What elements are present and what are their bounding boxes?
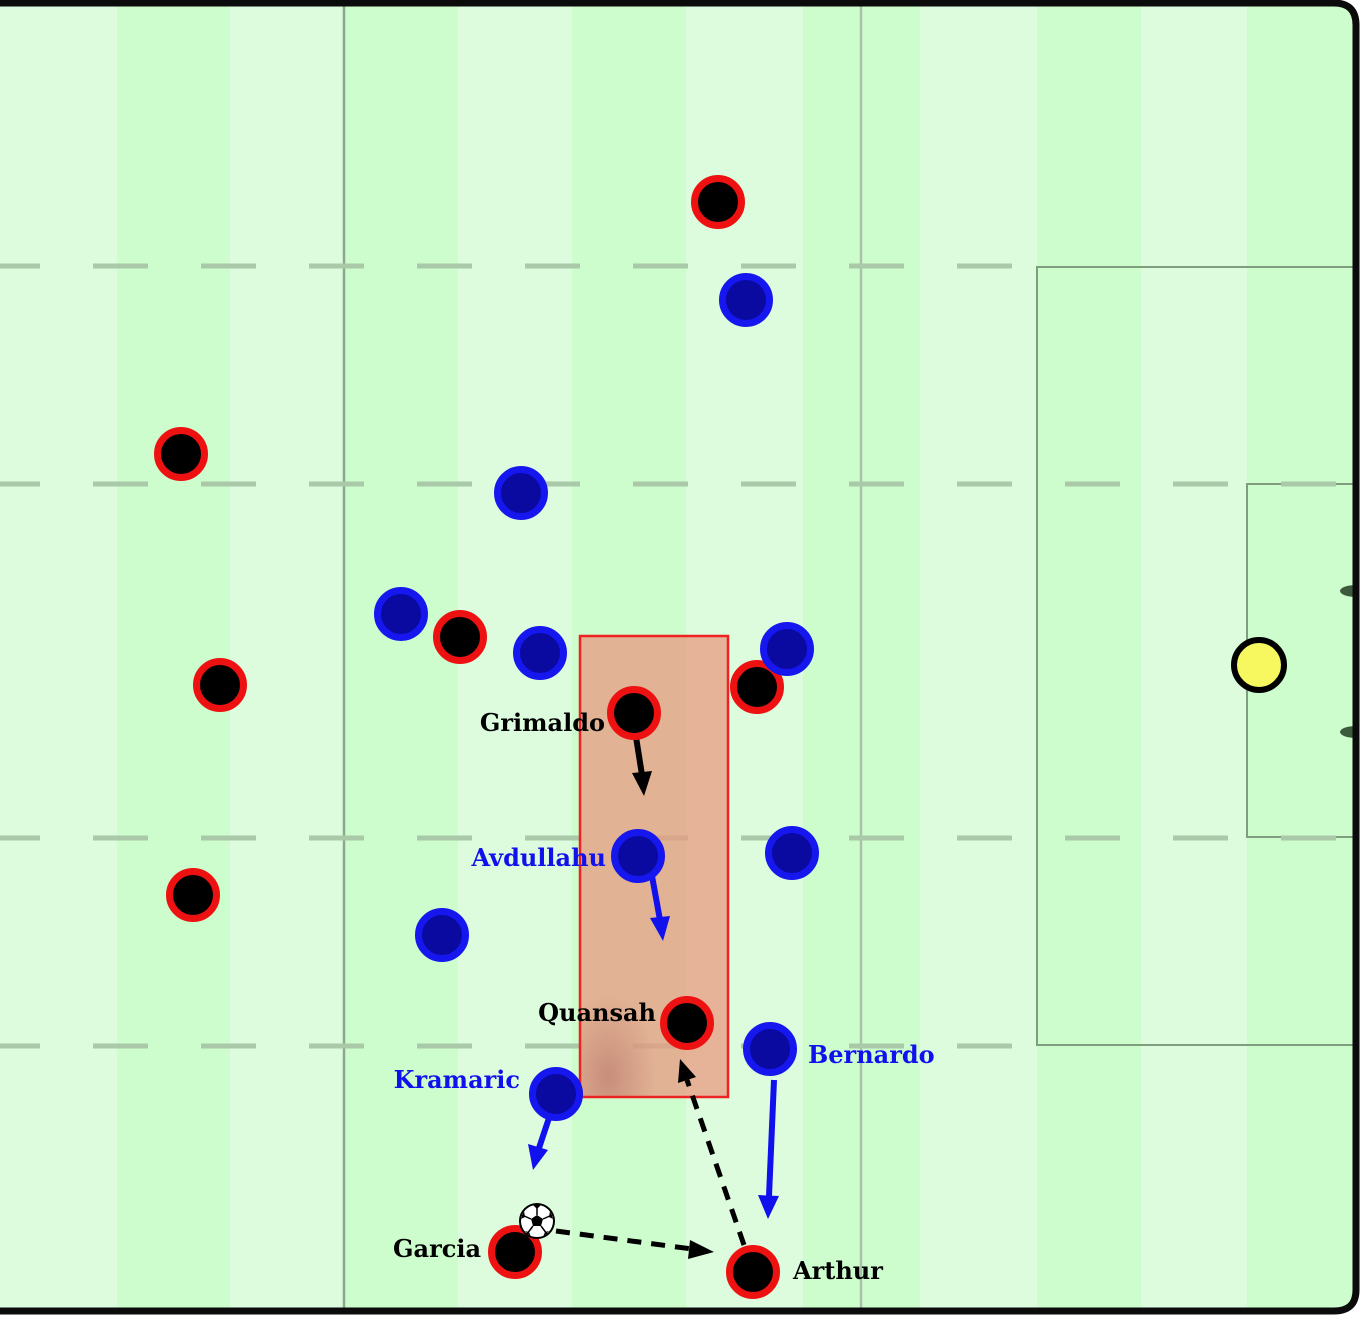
player-marker — [730, 660, 784, 714]
player-marker — [488, 1225, 542, 1279]
label-garcia: Garcia — [393, 1234, 481, 1263]
avdullahu-run-arrow — [649, 875, 663, 921]
red-player-red-2 — [154, 427, 208, 481]
red-player-red-1 — [691, 175, 745, 229]
player-marker — [529, 1067, 583, 1121]
pitch-stripe — [1037, 0, 1141, 1312]
blue-player-blue-3 — [374, 587, 428, 641]
player-marker — [433, 610, 487, 664]
red-player-red-4 — [193, 658, 247, 712]
player-marker — [660, 996, 714, 1050]
zone-border — [578, 634, 730, 1099]
label-avdullahu: Avdullahu — [470, 843, 606, 872]
blue-player-blue-6 — [765, 826, 819, 880]
blue-team-players — [374, 273, 819, 1121]
movement-arrows — [528, 736, 779, 1259]
pass-arrowhead — [678, 1059, 696, 1083]
bernardo-run-arrow — [766, 1079, 777, 1197]
blue-player-blue-4 — [513, 626, 567, 680]
label-kramaric: Kramaric — [394, 1065, 520, 1094]
player-marker — [765, 826, 819, 880]
goalkeeper-marker — [1231, 637, 1287, 693]
red-player-red-6 — [166, 868, 220, 922]
player-marker — [374, 587, 428, 641]
red-player-grimaldo — [607, 686, 661, 740]
red-player-red-5 — [730, 660, 784, 714]
red-player-quansah — [660, 996, 714, 1050]
soccer-ball-icon — [519, 1203, 555, 1239]
player-marker — [415, 908, 469, 962]
goal-post-top — [1340, 585, 1356, 597]
pitch-stripe — [1141, 0, 1247, 1312]
player-marker — [719, 273, 773, 327]
blue-player-avdullahu — [611, 829, 665, 883]
pitch-stripe — [920, 0, 1037, 1312]
grimaldo-arrowhead — [632, 771, 652, 796]
kramaric-arrowhead — [528, 1144, 548, 1170]
blue-player-kramaric — [529, 1067, 583, 1121]
pass-arthur-to-quansah — [684, 1079, 747, 1246]
label-bernardo: Bernardo — [808, 1040, 935, 1069]
red-player-arthur — [726, 1245, 780, 1299]
pitch-stripe — [344, 0, 458, 1312]
player-marker — [193, 658, 247, 712]
player-marker — [607, 686, 661, 740]
label-quansah: Quansah — [538, 998, 656, 1027]
player-marker — [743, 1022, 797, 1076]
pitch-stripe — [0, 0, 117, 1312]
penalty-box — [1036, 266, 1356, 1046]
bernardo-arrowhead — [758, 1195, 779, 1219]
goal-post-bottom — [1340, 726, 1356, 738]
player-marker — [726, 1245, 780, 1299]
player-marker — [513, 626, 567, 680]
blue-player-bernardo — [743, 1022, 797, 1076]
zone-shadow — [580, 960, 660, 1097]
pitch-lines — [342, 0, 1356, 1312]
pass-arrowhead — [688, 1240, 714, 1259]
red-player-red-3 — [433, 610, 487, 664]
kramaric-run-arrow — [536, 1117, 552, 1149]
player-marker — [611, 829, 665, 883]
label-arthur: Arthur — [792, 1256, 883, 1285]
pitch-stripe — [230, 0, 344, 1312]
pitch-stripe — [117, 0, 230, 1312]
red-team-players — [154, 175, 784, 1299]
red-player-garcia — [488, 1225, 542, 1279]
player-marker — [691, 175, 745, 229]
player-marker — [154, 427, 208, 481]
player-marker — [760, 622, 814, 676]
player-marker — [494, 466, 548, 520]
grimaldo-run-arrow — [633, 736, 645, 776]
player-labels: Grimaldo Avdullahu Quansah Kramaric Bern… — [393, 708, 935, 1285]
player-marker — [166, 868, 220, 922]
blue-player-blue-1 — [719, 273, 773, 327]
blue-player-blue-7 — [415, 908, 469, 962]
label-grimaldo: Grimaldo — [480, 708, 605, 737]
blue-player-blue-5 — [760, 622, 814, 676]
blue-player-blue-2 — [494, 466, 548, 520]
avdullahu-arrowhead — [650, 916, 670, 941]
